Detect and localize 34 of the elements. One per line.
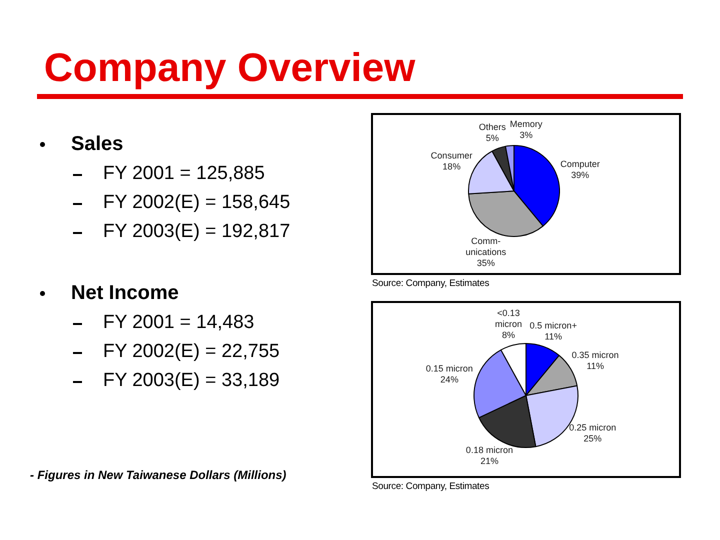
data-label: 5% (486, 133, 499, 144)
slice-label: Consumer (430, 150, 472, 160)
slice-label: 0.18 micron (466, 445, 513, 456)
slice-label: 0.35 micron (572, 350, 619, 360)
slice-label: 0.25 micron (569, 422, 616, 433)
text: FY 2003(E) = 33,189 (103, 370, 280, 392)
slice-label: Comm- unications (466, 236, 507, 257)
data-label: 8% (502, 330, 515, 340)
text: Sales (71, 133, 124, 155)
text: - Figures in New Taiwanese Dollars (Millions) (30, 468, 286, 482)
text: FY 2003(E) = 192,817 (103, 221, 290, 244)
data-label: 3% (520, 130, 533, 140)
text: FY 2001 = 14,483 (103, 312, 254, 334)
text: Company Overview (44, 46, 416, 90)
source-note: Source: Company, Estimates (372, 278, 490, 289)
slice-label: Others (478, 122, 506, 132)
data-label: 39% (571, 170, 590, 180)
data-label: 21% (480, 456, 498, 466)
data-label: 11% (544, 332, 562, 342)
data-label: 25% (584, 434, 602, 444)
slice-label: <0.13 micron (494, 308, 522, 329)
text: FY 2002(E) = 22,755 (103, 341, 280, 363)
data-label: 11% (586, 360, 604, 371)
text: FY 2002(E) = 158,645 (103, 192, 290, 214)
source-note: Source: Company, Estimates (372, 481, 490, 492)
data-label: 35% (476, 258, 495, 268)
slice-label: 0.5 micron+ (530, 320, 577, 331)
slice-label: 0.15 micron (426, 363, 473, 374)
text: FY 2001 = 125,885 (103, 162, 265, 185)
text: Net Income (71, 282, 179, 304)
slice-label: Memory (510, 118, 543, 129)
data-label: 24% (440, 374, 458, 384)
slice-label: Computer (560, 159, 600, 170)
data-label: 18% (442, 161, 461, 172)
